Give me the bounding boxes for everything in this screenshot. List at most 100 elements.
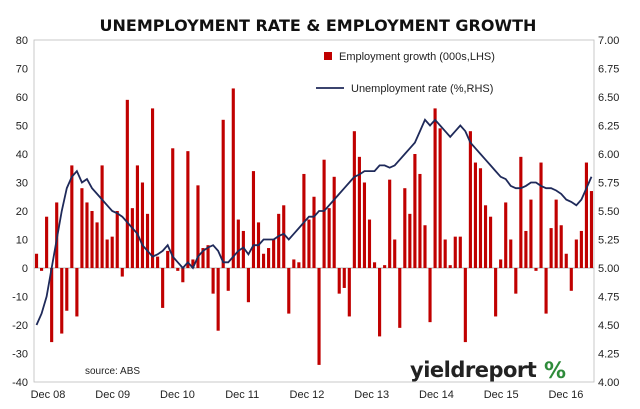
employment-growth-bar [277, 213, 281, 268]
employment-growth-bar [559, 225, 563, 268]
right-tick-label: 6.75 [598, 64, 619, 76]
employment-growth-bar [90, 211, 94, 268]
right-tick-label: 6.00 [598, 149, 619, 161]
employment-growth-bar [191, 259, 195, 268]
employment-growth-bar [478, 168, 483, 268]
employment-growth-bar [95, 222, 99, 268]
left-tick-label: 50 [16, 121, 28, 133]
employment-growth-bar [65, 268, 69, 311]
employment-growth-bar [489, 216, 493, 268]
employment-growth-bar [80, 188, 84, 268]
employment-growth-bar [529, 199, 533, 268]
employment-growth-bar [494, 268, 498, 317]
brand-percent-symbol: % [544, 359, 566, 384]
source-note: source: ABS [85, 366, 140, 377]
employment-growth-bar [332, 176, 336, 268]
legend-label-employment-growth: Employment growth (000s,LHS) [339, 51, 495, 63]
employment-growth-bar [70, 165, 74, 268]
employment-growth-bar [357, 156, 361, 268]
employment-growth-bar [125, 99, 129, 268]
left-tick-label: 20 [16, 206, 28, 218]
left-tick-label: 70 [16, 64, 28, 76]
employment-growth-bar [473, 162, 478, 268]
employment-growth-bar [251, 171, 256, 268]
left-tick-label: -20 [12, 320, 28, 332]
x-tick-label: Dec 14 [419, 389, 454, 401]
bar-series [34, 88, 594, 365]
legend-label-unemployment-rate: Unemployment rate (%,RHS) [351, 83, 493, 95]
employment-growth-bar [589, 191, 594, 268]
employment-growth-bar [544, 268, 548, 314]
left-tick-label: 80 [16, 35, 28, 47]
employment-growth-bar [100, 165, 104, 268]
employment-growth-bar [438, 128, 442, 268]
employment-growth-bar [569, 268, 573, 291]
left-tick-label: 30 [16, 178, 28, 190]
employment-growth-bar [171, 148, 175, 268]
right-tick-label: 5.00 [598, 263, 619, 275]
employment-growth-bar [110, 236, 114, 268]
legend-swatch-employment-growth [324, 52, 332, 60]
employment-growth-bar [443, 239, 447, 268]
employment-growth-bar [115, 211, 119, 268]
x-tick-label: Dec 10 [160, 389, 195, 401]
employment-growth-bar [322, 159, 326, 268]
right-tick-label: 5.50 [598, 206, 619, 218]
employment-growth-bar [524, 230, 528, 268]
employment-growth-bar [267, 248, 271, 268]
employment-growth-bar [166, 250, 170, 268]
left-tick-label: -40 [12, 377, 28, 389]
employment-growth-bar [458, 236, 462, 268]
employment-growth-bar [549, 228, 553, 268]
employment-growth-bar [201, 248, 205, 268]
employment-growth-bar [509, 239, 513, 268]
employment-growth-bar [352, 131, 356, 268]
x-axis: Dec 08 Dec 09 Dec 10 Dec 11 Dec 12 Dec 13 Dec … [31, 389, 584, 401]
right-tick-label: 7.00 [598, 35, 619, 47]
employment-growth-bar [105, 239, 109, 268]
employment-growth-bar [312, 196, 316, 268]
employment-growth-bar [519, 156, 523, 268]
employment-growth-bar [85, 202, 89, 268]
employment-growth-bar [327, 208, 331, 268]
employment-growth-bar [282, 205, 286, 268]
employment-growth-bar [135, 165, 139, 268]
employment-growth-bar [413, 154, 417, 268]
employment-growth-bar [367, 219, 372, 268]
employment-growth-bar [241, 230, 245, 268]
employment-growth-bar [418, 173, 422, 268]
right-tick-label: 4.50 [598, 320, 619, 332]
employment-growth-bar [483, 205, 488, 268]
employment-growth-bar [398, 268, 402, 328]
employment-growth-bar [579, 230, 583, 268]
employment-growth-bar [130, 208, 134, 268]
employment-growth-bar [574, 239, 578, 268]
employment-growth-bar [206, 245, 210, 268]
employment-growth-bar [140, 182, 145, 268]
employment-growth-bar [236, 219, 240, 268]
employment-growth-bar [186, 151, 190, 268]
employment-growth-bar [176, 268, 180, 271]
employment-growth-bar [448, 265, 452, 268]
employment-growth-bar [216, 268, 220, 331]
employment-growth-bar [50, 268, 54, 343]
brand-wordmark: yieldreport [410, 358, 537, 382]
employment-growth-bar [34, 253, 39, 268]
right-tick-label: 6.25 [598, 121, 619, 133]
right-tick-label: 4.75 [598, 292, 619, 304]
employment-growth-bar [564, 253, 568, 268]
plot-area [33, 39, 595, 383]
employment-growth-bar [221, 119, 225, 268]
employment-growth-bar [317, 268, 321, 365]
employment-growth-bar [423, 225, 427, 268]
employment-growth-bar [297, 262, 301, 268]
right-tick-label: 4.00 [598, 377, 619, 389]
employment-growth-bar [539, 162, 543, 268]
left-tick-label: 60 [16, 92, 28, 104]
employment-growth-bar [534, 268, 538, 271]
employment-growth-bar [120, 268, 124, 277]
employment-growth-bar [408, 213, 412, 268]
employment-growth-bar [181, 268, 185, 283]
employment-growth-bar [337, 268, 341, 294]
